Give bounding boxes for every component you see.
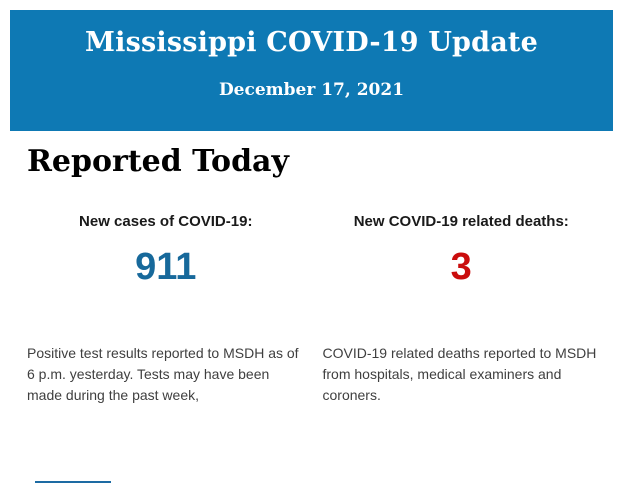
stat-label-new-cases: New cases of COVID-19: [79, 213, 253, 230]
stat-new-cases: New cases of COVID-19: 911 [27, 213, 305, 287]
stat-description-new-deaths: COVID-19 related deaths reported to MSDH… [322, 345, 597, 403]
stat-value-new-deaths: 3 [450, 246, 472, 288]
stat-label-new-deaths: New COVID-19 related deaths: [353, 213, 569, 230]
footer-logo-block [35, 481, 111, 483]
stat-value-new-cases: 911 [135, 246, 197, 288]
descriptions-row: Positive test results reported to MSDH a… [27, 343, 600, 406]
report-body: Reported Today New cases of COVID-19: 91… [0, 131, 620, 406]
header-date: December 17, 2021 [218, 80, 405, 100]
page-title: Mississippi COVID-19 Update [85, 27, 538, 58]
section-title: Reported Today [27, 144, 289, 179]
stats-row: New cases of COVID-19: 911 New COVID-19 … [27, 213, 600, 287]
stat-description-new-cases: Positive test results reported to MSDH a… [27, 345, 299, 403]
stat-new-deaths: New COVID-19 related deaths: 3 [323, 213, 601, 287]
header-banner: Mississippi COVID-19 Update December 17,… [10, 10, 613, 131]
